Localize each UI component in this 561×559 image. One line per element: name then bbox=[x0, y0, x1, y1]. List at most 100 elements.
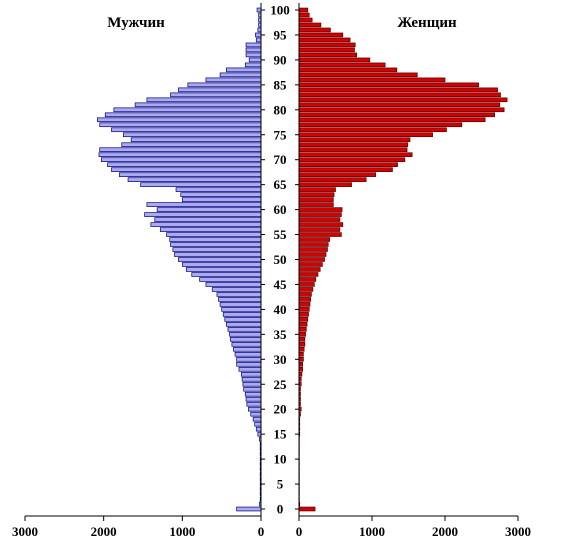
male-bar bbox=[248, 406, 262, 412]
female-bar bbox=[298, 332, 306, 337]
female-x-tick-label: 3000 bbox=[505, 524, 531, 539]
male-bar bbox=[211, 287, 262, 292]
female-bar bbox=[298, 97, 508, 103]
male-bar bbox=[169, 237, 262, 242]
age-tick-label: 20 bbox=[274, 402, 287, 417]
male-bar bbox=[243, 386, 262, 392]
female-bar bbox=[298, 192, 335, 197]
male-bar bbox=[256, 7, 262, 13]
female-bar bbox=[298, 157, 406, 162]
male-bar bbox=[140, 182, 262, 187]
female-bar bbox=[298, 197, 334, 202]
female-bar bbox=[298, 347, 305, 352]
male-bar bbox=[234, 352, 262, 357]
male-bar bbox=[255, 426, 262, 432]
male-bar bbox=[178, 257, 262, 262]
female-bar bbox=[298, 361, 304, 367]
male-bar bbox=[229, 337, 262, 342]
male-bar bbox=[181, 197, 262, 202]
female-bar bbox=[298, 117, 486, 123]
age-tick-label: 5 bbox=[277, 477, 284, 492]
male-bar bbox=[244, 62, 262, 68]
male-bar bbox=[100, 157, 262, 162]
male-bar bbox=[104, 112, 262, 118]
female-x-tick-label: 1000 bbox=[359, 524, 385, 539]
axes bbox=[24, 3, 519, 521]
female-bar bbox=[298, 187, 336, 192]
male-bar bbox=[250, 411, 262, 417]
female-bar bbox=[298, 112, 495, 118]
age-tick-label: 100 bbox=[270, 3, 290, 18]
female-bar bbox=[298, 27, 331, 33]
female-bar bbox=[298, 77, 446, 83]
male-bar bbox=[255, 37, 262, 43]
age-tick-label: 35 bbox=[274, 327, 288, 342]
male-bar bbox=[233, 347, 262, 352]
male-bar bbox=[216, 292, 262, 297]
male-bar bbox=[219, 72, 262, 78]
male-bar bbox=[178, 87, 262, 93]
female-bar bbox=[298, 237, 331, 242]
age-tick-labels: 0 5 10 15 20 25 30 35 40 45 50 55 60 65 70 75 80 85 90 95 10… bbox=[270, 3, 290, 517]
age-tick-label: 80 bbox=[274, 102, 287, 117]
male-bar bbox=[199, 277, 262, 282]
female-bar bbox=[298, 107, 505, 113]
male-bar bbox=[242, 381, 262, 387]
male-bar bbox=[97, 117, 262, 123]
male-bar bbox=[254, 421, 262, 427]
female-bar bbox=[298, 137, 411, 143]
female-bars bbox=[298, 7, 508, 512]
male-bar bbox=[146, 97, 262, 103]
female-bar bbox=[298, 232, 342, 237]
female-bar bbox=[298, 17, 313, 23]
female-bar bbox=[298, 227, 341, 232]
female-bar bbox=[298, 42, 356, 48]
male-x-tick-label: 3000 bbox=[12, 524, 38, 539]
male-bar bbox=[154, 217, 262, 222]
male-bar bbox=[240, 371, 262, 377]
female-bar bbox=[298, 312, 309, 317]
male-bar bbox=[255, 32, 262, 38]
female-bar bbox=[298, 47, 355, 53]
female-bar bbox=[298, 132, 433, 138]
male-bar bbox=[226, 67, 262, 73]
female-bar bbox=[298, 267, 321, 272]
female-bar bbox=[298, 212, 342, 217]
male-x-tick-label: 1000 bbox=[169, 524, 195, 539]
male-bar bbox=[174, 252, 262, 257]
female-bar bbox=[298, 147, 408, 153]
female-bar bbox=[298, 32, 344, 38]
female-bar bbox=[298, 52, 358, 58]
male-bar bbox=[231, 342, 262, 347]
female-bar bbox=[298, 182, 352, 187]
x-tick-labels: 3000 2000 1000 0 0 1000 2000 3000 bbox=[12, 524, 531, 539]
female-bar bbox=[298, 167, 393, 172]
male-bar bbox=[221, 307, 262, 312]
male-bar bbox=[150, 222, 262, 227]
male-bar bbox=[122, 132, 262, 138]
male-bar bbox=[119, 172, 262, 177]
age-tick-label: 10 bbox=[274, 452, 287, 467]
male-bar bbox=[130, 137, 262, 143]
age-tick-label: 90 bbox=[274, 52, 287, 67]
female-bar bbox=[298, 307, 310, 312]
male-bar bbox=[246, 401, 262, 407]
female-bar bbox=[298, 282, 315, 287]
age-tick-label: 60 bbox=[274, 202, 287, 217]
male-bar bbox=[205, 282, 262, 287]
female-bar bbox=[298, 272, 319, 277]
female-series-label: Женщин bbox=[397, 15, 457, 31]
female-bar bbox=[298, 62, 386, 68]
male-bar bbox=[245, 52, 262, 58]
male-bar bbox=[205, 77, 262, 83]
male-bar bbox=[127, 177, 262, 182]
female-bar bbox=[298, 366, 304, 372]
female-bar bbox=[298, 202, 334, 207]
female-bar bbox=[298, 342, 306, 347]
male-bar bbox=[227, 327, 262, 332]
male-bar bbox=[113, 107, 262, 113]
male-bar bbox=[241, 376, 262, 382]
male-bar bbox=[218, 297, 262, 302]
male-bar bbox=[244, 391, 262, 397]
